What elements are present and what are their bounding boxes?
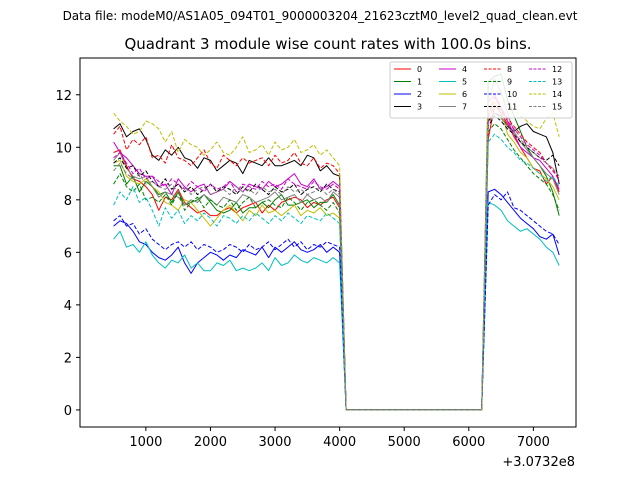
x-tick-label: 3000: [258, 435, 291, 450]
legend-label-6: 6: [462, 90, 467, 99]
y-tick-label: 12: [55, 89, 72, 104]
legend-label-2: 2: [417, 90, 422, 99]
series-line-3: [113, 112, 560, 411]
x-tick-label: 4000: [323, 435, 356, 450]
x-axis: 1000 2000 3000 4000 5000 6000 7000: [129, 427, 550, 450]
y-tick-label: 6: [64, 246, 72, 261]
series-line-14: [113, 89, 560, 411]
y-tick-label: 2: [64, 351, 72, 366]
legend-label-13: 13: [552, 78, 562, 87]
legend-label-8: 8: [507, 65, 512, 74]
legend-label-7: 7: [462, 103, 467, 112]
legend-label-4: 4: [462, 65, 467, 74]
series-line-13: [113, 133, 560, 411]
series-line-15: [113, 112, 560, 411]
legend-label-3: 3: [417, 103, 422, 112]
x-axis-offset-label: +3.0732e8: [502, 455, 575, 470]
plot-lines: [113, 73, 560, 411]
x-tick-label: 2000: [194, 435, 227, 450]
legend-label-11: 11: [507, 103, 517, 112]
series-line-2: [113, 188, 560, 411]
series-line-9: [113, 123, 560, 411]
chart-title: Quadrant 3 module wise count rates with …: [124, 35, 531, 53]
y-tick-label: 8: [64, 194, 72, 209]
legend-label-12: 12: [552, 65, 562, 74]
series-line-7: [113, 78, 560, 411]
x-tick-label: 5000: [388, 435, 421, 450]
legend-label-15: 15: [552, 103, 562, 112]
legend-label-14: 14: [552, 90, 562, 99]
legend-label-0: 0: [417, 65, 422, 74]
legend-label-5: 5: [462, 78, 467, 87]
y-tick-label: 10: [55, 141, 72, 156]
legend-label-1: 1: [417, 78, 422, 87]
series-line-10: [113, 191, 560, 411]
legend-box: [389, 61, 573, 119]
x-tick-label: 6000: [452, 435, 485, 450]
series-line-5: [113, 201, 560, 411]
y-tick-label: 0: [64, 404, 72, 419]
x-tick-label: 7000: [517, 435, 550, 450]
y-axis: 0 2 4 6 8 10 12: [55, 89, 80, 419]
data-file-header: Data file: modeM0/AS1A05_094T01_90000032…: [63, 9, 578, 23]
x-tick-label: 1000: [129, 435, 162, 450]
y-tick-label: 4: [64, 299, 72, 314]
plot-area-frame: [79, 57, 577, 428]
legend-label-9: 9: [507, 78, 512, 87]
series-line-11: [113, 115, 560, 411]
series-line-1: [113, 73, 560, 411]
legend-label-10: 10: [507, 90, 517, 99]
